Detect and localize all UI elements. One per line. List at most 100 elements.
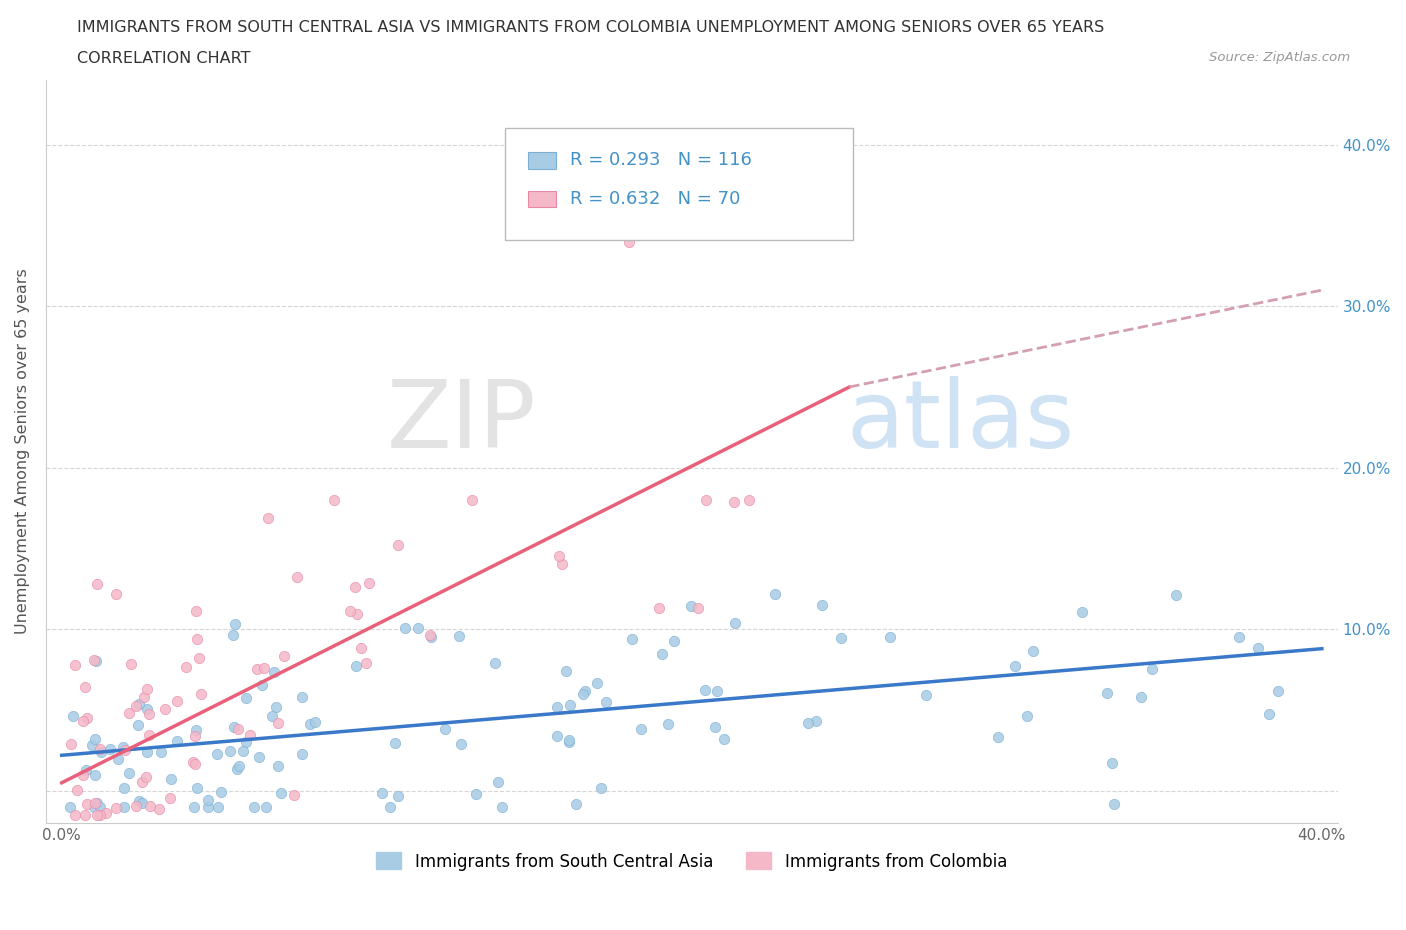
- Point: [72, 713, 94, 728]
- Point: [763, 587, 786, 602]
- Point: [617, 234, 640, 249]
- Point: [648, 600, 671, 615]
- Point: [197, 800, 219, 815]
- Point: [128, 794, 150, 809]
- Point: [184, 728, 207, 743]
- Point: [235, 690, 257, 705]
- Point: [450, 737, 472, 751]
- Point: [806, 714, 828, 729]
- Point: [322, 493, 344, 508]
- Point: [491, 799, 513, 814]
- Point: [384, 736, 406, 751]
- Point: [344, 659, 367, 674]
- Point: [1164, 588, 1187, 603]
- Point: [283, 787, 305, 802]
- Point: [737, 493, 759, 508]
- Point: [150, 745, 173, 760]
- Point: [558, 733, 581, 748]
- Point: [181, 754, 204, 769]
- Point: [139, 799, 162, 814]
- Point: [304, 715, 326, 730]
- Point: [724, 615, 747, 630]
- Point: [128, 697, 150, 711]
- Text: Source: ZipAtlas.com: Source: ZipAtlas.com: [1209, 51, 1350, 64]
- Point: [987, 730, 1010, 745]
- Point: [118, 765, 141, 780]
- Point: [1247, 641, 1270, 656]
- Point: [232, 743, 254, 758]
- Point: [84, 731, 107, 746]
- Point: [273, 648, 295, 663]
- Point: [107, 751, 129, 766]
- Point: [243, 800, 266, 815]
- Point: [406, 620, 429, 635]
- Point: [247, 750, 270, 764]
- Point: [1097, 685, 1119, 700]
- Y-axis label: Unemployment Among Seniors over 65 years: Unemployment Among Seniors over 65 years: [15, 269, 30, 634]
- Point: [118, 706, 141, 721]
- Point: [84, 654, 107, 669]
- Point: [76, 711, 98, 725]
- Point: [585, 675, 607, 690]
- Point: [1267, 684, 1289, 698]
- Point: [184, 604, 207, 618]
- Point: [1021, 644, 1043, 659]
- Point: [73, 807, 96, 822]
- Point: [219, 743, 242, 758]
- Point: [267, 759, 290, 774]
- Point: [65, 658, 87, 672]
- Point: [651, 647, 673, 662]
- Point: [621, 631, 644, 646]
- FancyBboxPatch shape: [505, 128, 853, 240]
- Point: [464, 787, 486, 802]
- Point: [420, 630, 443, 644]
- Point: [264, 699, 287, 714]
- Point: [595, 694, 617, 709]
- Point: [359, 575, 381, 590]
- Point: [270, 785, 292, 800]
- Point: [166, 733, 188, 748]
- Point: [266, 715, 288, 730]
- Text: CORRELATION CHART: CORRELATION CHART: [77, 51, 250, 66]
- Point: [153, 702, 176, 717]
- Point: [1142, 661, 1164, 676]
- Point: [723, 494, 745, 509]
- Point: [111, 739, 134, 754]
- Point: [89, 800, 111, 815]
- Point: [186, 632, 208, 647]
- Point: [186, 723, 208, 737]
- Point: [138, 728, 160, 743]
- Text: R = 0.632   N = 70: R = 0.632 N = 70: [571, 190, 741, 208]
- Legend: Immigrants from South Central Asia, Immigrants from Colombia: Immigrants from South Central Asia, Immi…: [377, 853, 1007, 870]
- Point: [62, 709, 84, 724]
- Point: [298, 717, 321, 732]
- Point: [125, 699, 148, 714]
- Point: [253, 661, 276, 676]
- Point: [135, 770, 157, 785]
- Point: [86, 807, 108, 822]
- Point: [166, 693, 188, 708]
- Point: [1071, 604, 1094, 619]
- Point: [484, 656, 506, 671]
- Point: [706, 684, 728, 698]
- Point: [797, 716, 820, 731]
- Point: [94, 805, 117, 820]
- Point: [125, 798, 148, 813]
- Point: [59, 800, 82, 815]
- Point: [59, 736, 82, 751]
- Point: [263, 664, 285, 679]
- Point: [630, 722, 652, 737]
- Point: [1101, 755, 1123, 770]
- Point: [246, 661, 269, 676]
- Point: [75, 763, 97, 777]
- Point: [1017, 709, 1039, 724]
- Point: [84, 795, 107, 810]
- Point: [89, 807, 111, 822]
- Point: [1227, 630, 1250, 644]
- FancyBboxPatch shape: [527, 191, 557, 207]
- Text: R = 0.293   N = 116: R = 0.293 N = 116: [571, 152, 752, 169]
- Point: [394, 620, 416, 635]
- Point: [350, 641, 373, 656]
- Point: [131, 795, 153, 810]
- Point: [565, 797, 588, 812]
